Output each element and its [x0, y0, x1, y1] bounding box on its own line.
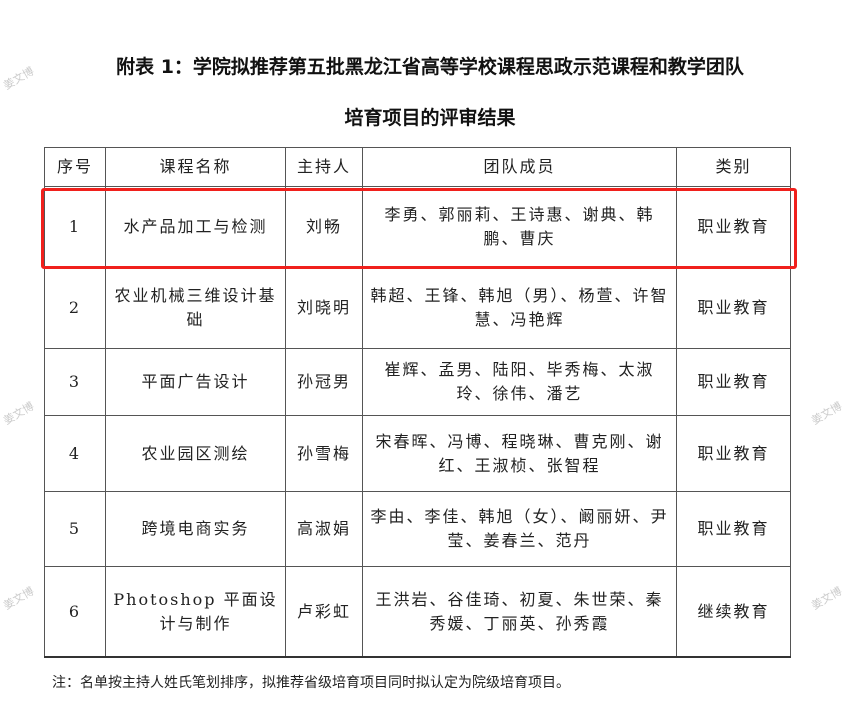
cell-type: 职业教育: [676, 415, 791, 492]
table-row: 5 跨境电商实务 高淑娟 李由、李佳、韩旭（女）、阚丽妍、尹莹、姜春兰、范丹 职…: [44, 491, 791, 567]
table-row: 4 农业园区测绘 孙雪梅 宋春晖、冯博、程晓琳、曹克刚、谢红、王淑桢、张智程 职…: [44, 415, 791, 492]
table-row: 1 水产品加工与检测 刘畅 李勇、郭丽莉、王诗惠、谢典、韩鹏、曹庆 职业教育: [44, 186, 791, 268]
cell-members: 宋春晖、冯博、程晓琳、曹克刚、谢红、王淑桢、张智程: [362, 415, 677, 492]
cell-host: 刘晓明: [285, 267, 363, 349]
header-no: 序号: [44, 147, 106, 187]
table-header-row: 序号 课程名称 主持人 团队成员 类别: [44, 147, 791, 187]
cell-host: 卢彩虹: [285, 566, 363, 658]
watermark: 姜文博: [809, 399, 845, 428]
header-members: 团队成员: [362, 147, 677, 187]
cell-members: 王洪岩、谷佳琦、初夏、朱世荣、秦秀媛、丁丽英、孙秀霞: [362, 566, 677, 658]
cell-type: 职业教育: [676, 186, 791, 268]
document-title-line2: 培育项目的评审结果: [344, 107, 516, 129]
cell-members: 李勇、郭丽莉、王诗惠、谢典、韩鹏、曹庆: [362, 186, 677, 268]
cell-no: 4: [44, 415, 106, 492]
cell-no: 6: [44, 566, 106, 658]
header-course: 课程名称: [105, 147, 286, 187]
footnote: 注：名单按主持人姓氏笔划排序，拟推荐省级培育项目同时拟认定为院级培育项目。: [52, 675, 570, 691]
cell-course: 水产品加工与检测: [105, 186, 286, 268]
cell-no: 3: [44, 348, 106, 416]
cell-host: 刘畅: [285, 186, 363, 268]
cell-host: 孙冠男: [285, 348, 363, 416]
table-row: 6 Photoshop 平面设计与制作 卢彩虹 王洪岩、谷佳琦、初夏、朱世荣、秦…: [44, 566, 791, 658]
cell-members: 李由、李佳、韩旭（女）、阚丽妍、尹莹、姜春兰、范丹: [362, 491, 677, 567]
cell-host: 高淑娟: [285, 491, 363, 567]
watermark: 姜文博: [1, 584, 37, 613]
table-row: 2 农业机械三维设计基础 刘晓明 韩超、王锋、韩旭（男）、杨萱、许智慧、冯艳辉 …: [44, 267, 791, 349]
cell-members: 韩超、王锋、韩旭（男）、杨萱、许智慧、冯艳辉: [362, 267, 677, 349]
row-highlight-box: [41, 188, 797, 269]
cell-course: 农业园区测绘: [105, 415, 286, 492]
cell-type: 职业教育: [676, 267, 791, 349]
cell-no: 2: [44, 267, 106, 349]
cell-host: 孙雪梅: [285, 415, 363, 492]
cell-course: 跨境电商实务: [105, 491, 286, 567]
cell-type: 职业教育: [676, 348, 791, 416]
table-row: 3 平面广告设计 孙冠男 崔辉、孟男、陆阳、毕秀梅、太淑玲、徐伟、潘艺 职业教育: [44, 348, 791, 416]
header-host: 主持人: [285, 147, 363, 187]
cell-course: 农业机械三维设计基础: [105, 267, 286, 349]
results-table: 序号 课程名称 主持人 团队成员 类别 1 水产品加工与检测 刘畅 李勇、郭丽莉…: [44, 147, 791, 658]
document-title-line1: 附表 1：学院拟推荐第五批黑龙江省高等学校课程思政示范课程和教学团队: [116, 56, 744, 78]
watermark: 姜文博: [809, 584, 845, 613]
cell-course: 平面广告设计: [105, 348, 286, 416]
cell-course: Photoshop 平面设计与制作: [105, 566, 286, 658]
cell-members: 崔辉、孟男、陆阳、毕秀梅、太淑玲、徐伟、潘艺: [362, 348, 677, 416]
watermark: 姜文博: [1, 399, 37, 428]
cell-no: 1: [44, 186, 106, 268]
header-type: 类别: [676, 147, 791, 187]
cell-no: 5: [44, 491, 106, 567]
cell-type: 职业教育: [676, 491, 791, 567]
cell-type: 继续教育: [676, 566, 791, 658]
